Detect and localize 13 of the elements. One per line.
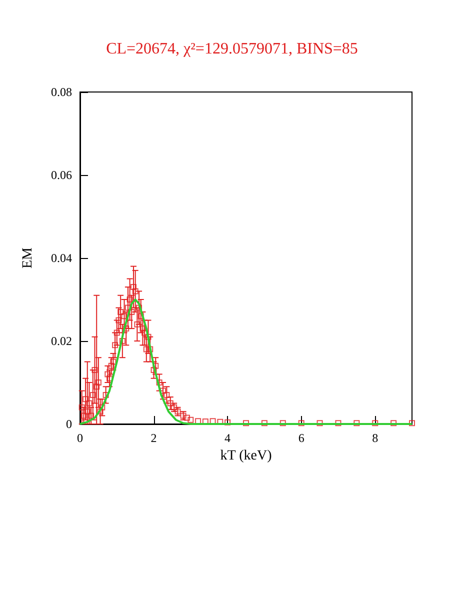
- y-tick-label: 0.02: [51, 334, 72, 348]
- x-tick-label: 8: [372, 431, 378, 445]
- y-axis-title: EM: [20, 246, 36, 268]
- y-tick-label: 0.08: [51, 85, 72, 99]
- y-tick-label: 0.04: [51, 251, 72, 265]
- chart-title: CL=20674, χ²=129.0579071, BINS=85: [106, 40, 358, 58]
- y-tick-label: 0: [66, 417, 72, 431]
- x-tick-label: 4: [224, 431, 231, 445]
- x-axis-title: kT (keV): [220, 448, 272, 464]
- y-tick-label: 0.06: [51, 168, 72, 182]
- x-tick-label: 2: [150, 431, 157, 445]
- x-tick-label: 6: [298, 431, 304, 445]
- x-tick-label: 0: [77, 431, 83, 445]
